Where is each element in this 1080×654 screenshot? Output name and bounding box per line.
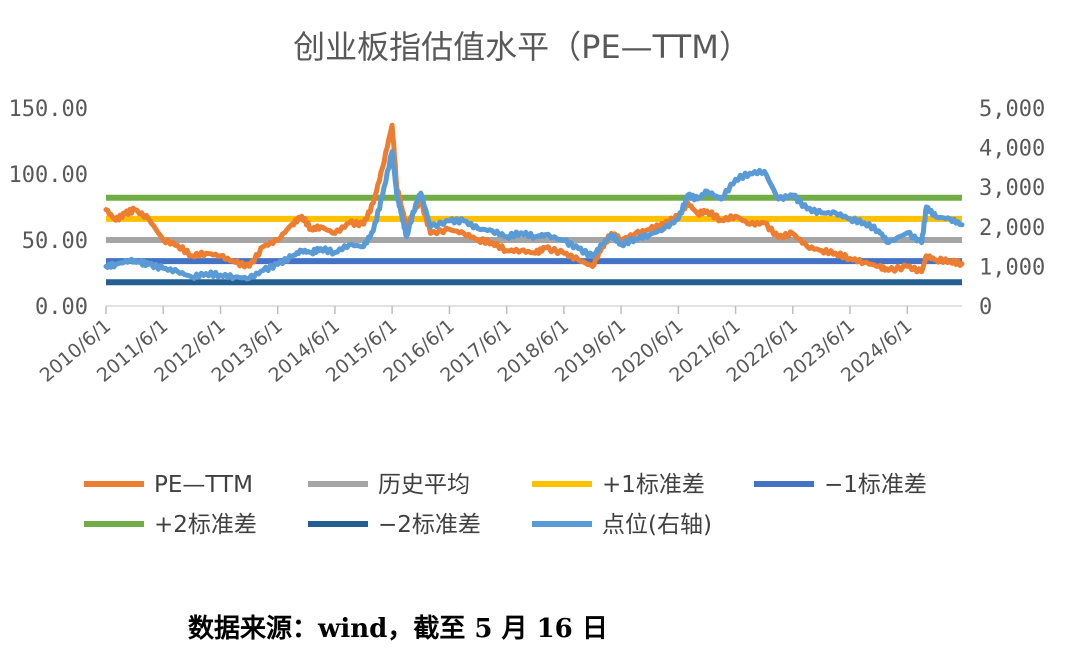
legend-label: +1标准差 xyxy=(602,472,705,498)
right-tick-label: 1,000 xyxy=(979,255,1045,280)
right-tick-label: 5,000 xyxy=(979,97,1045,122)
legend-label: +2标准差 xyxy=(154,512,257,538)
series-line-1 xyxy=(103,149,965,282)
legend-item: +1标准差 xyxy=(532,472,705,498)
left-y-axis: 0.00 50.00 100.00 150.00 xyxy=(9,97,88,320)
legend-label: −1标准差 xyxy=(824,472,927,498)
legend-item: +2标准差 xyxy=(84,512,257,538)
legend-label: −2标准差 xyxy=(378,512,481,538)
right-tick-label: 4,000 xyxy=(979,137,1045,162)
left-tick-label: 100.00 xyxy=(9,163,88,188)
legend-label: 历史平均 xyxy=(378,472,470,498)
reference-lines xyxy=(106,194,962,286)
legend-item: 历史平均 xyxy=(308,472,470,498)
right-tick-label: 3,000 xyxy=(979,176,1045,201)
legend-item: 点位(右轴) xyxy=(532,512,712,538)
right-y-axis: 0 1,000 2,000 3,000 4,000 5,000 xyxy=(979,97,1045,320)
right-tick-label: 2,000 xyxy=(979,216,1045,241)
legend-item: −1标准差 xyxy=(754,472,927,498)
legend-item: −2标准差 xyxy=(308,512,481,538)
legend-item: PE—TTM xyxy=(84,472,253,498)
x-axis: 2010/6/12011/6/12012/6/12013/6/12014/6/1… xyxy=(36,306,917,387)
source-note: 数据来源：wind，截至 5 月 16 日 xyxy=(188,614,608,644)
legend-label: 点位(右轴) xyxy=(602,512,712,538)
chart-title: 创业板指估值水平（PE—TTM） xyxy=(293,28,751,66)
right-tick-label: 0 xyxy=(979,295,992,320)
legend-label: PE—TTM xyxy=(154,472,253,498)
left-tick-label: 50.00 xyxy=(22,229,88,254)
left-tick-label: 150.00 xyxy=(9,97,88,122)
legend: PE—TTM 历史平均 +1标准差 −1标准差 +2标准差 −2标准差 点位(右轴) xyxy=(84,472,927,538)
series-line-0 xyxy=(103,122,965,275)
series-layer xyxy=(103,122,965,282)
left-tick-label: 0.00 xyxy=(35,295,88,320)
